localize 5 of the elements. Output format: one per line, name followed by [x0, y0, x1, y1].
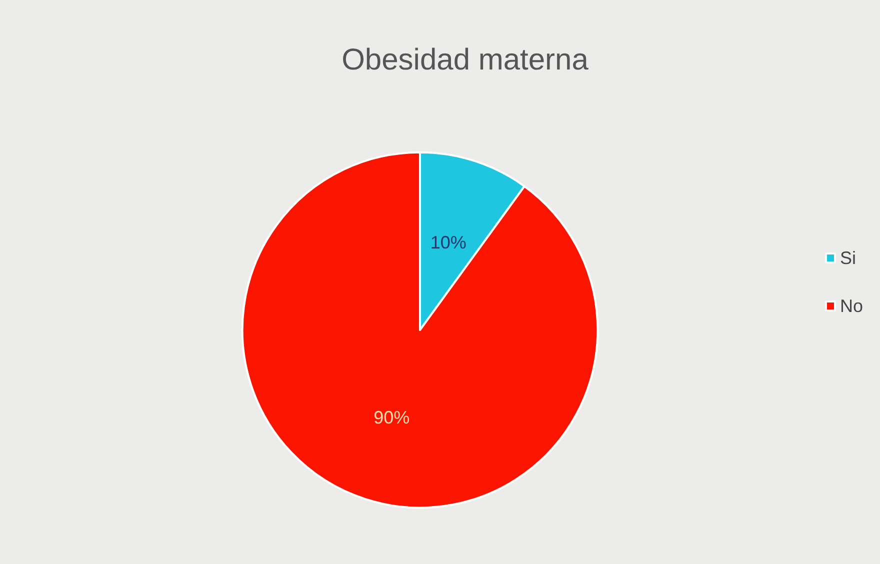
- chart-title: Obesidad materna: [342, 44, 589, 76]
- data-label: 90%: [374, 407, 410, 428]
- data-label: 10%: [430, 232, 466, 253]
- legend-label: No: [840, 296, 864, 316]
- legend-label: Si: [840, 248, 856, 268]
